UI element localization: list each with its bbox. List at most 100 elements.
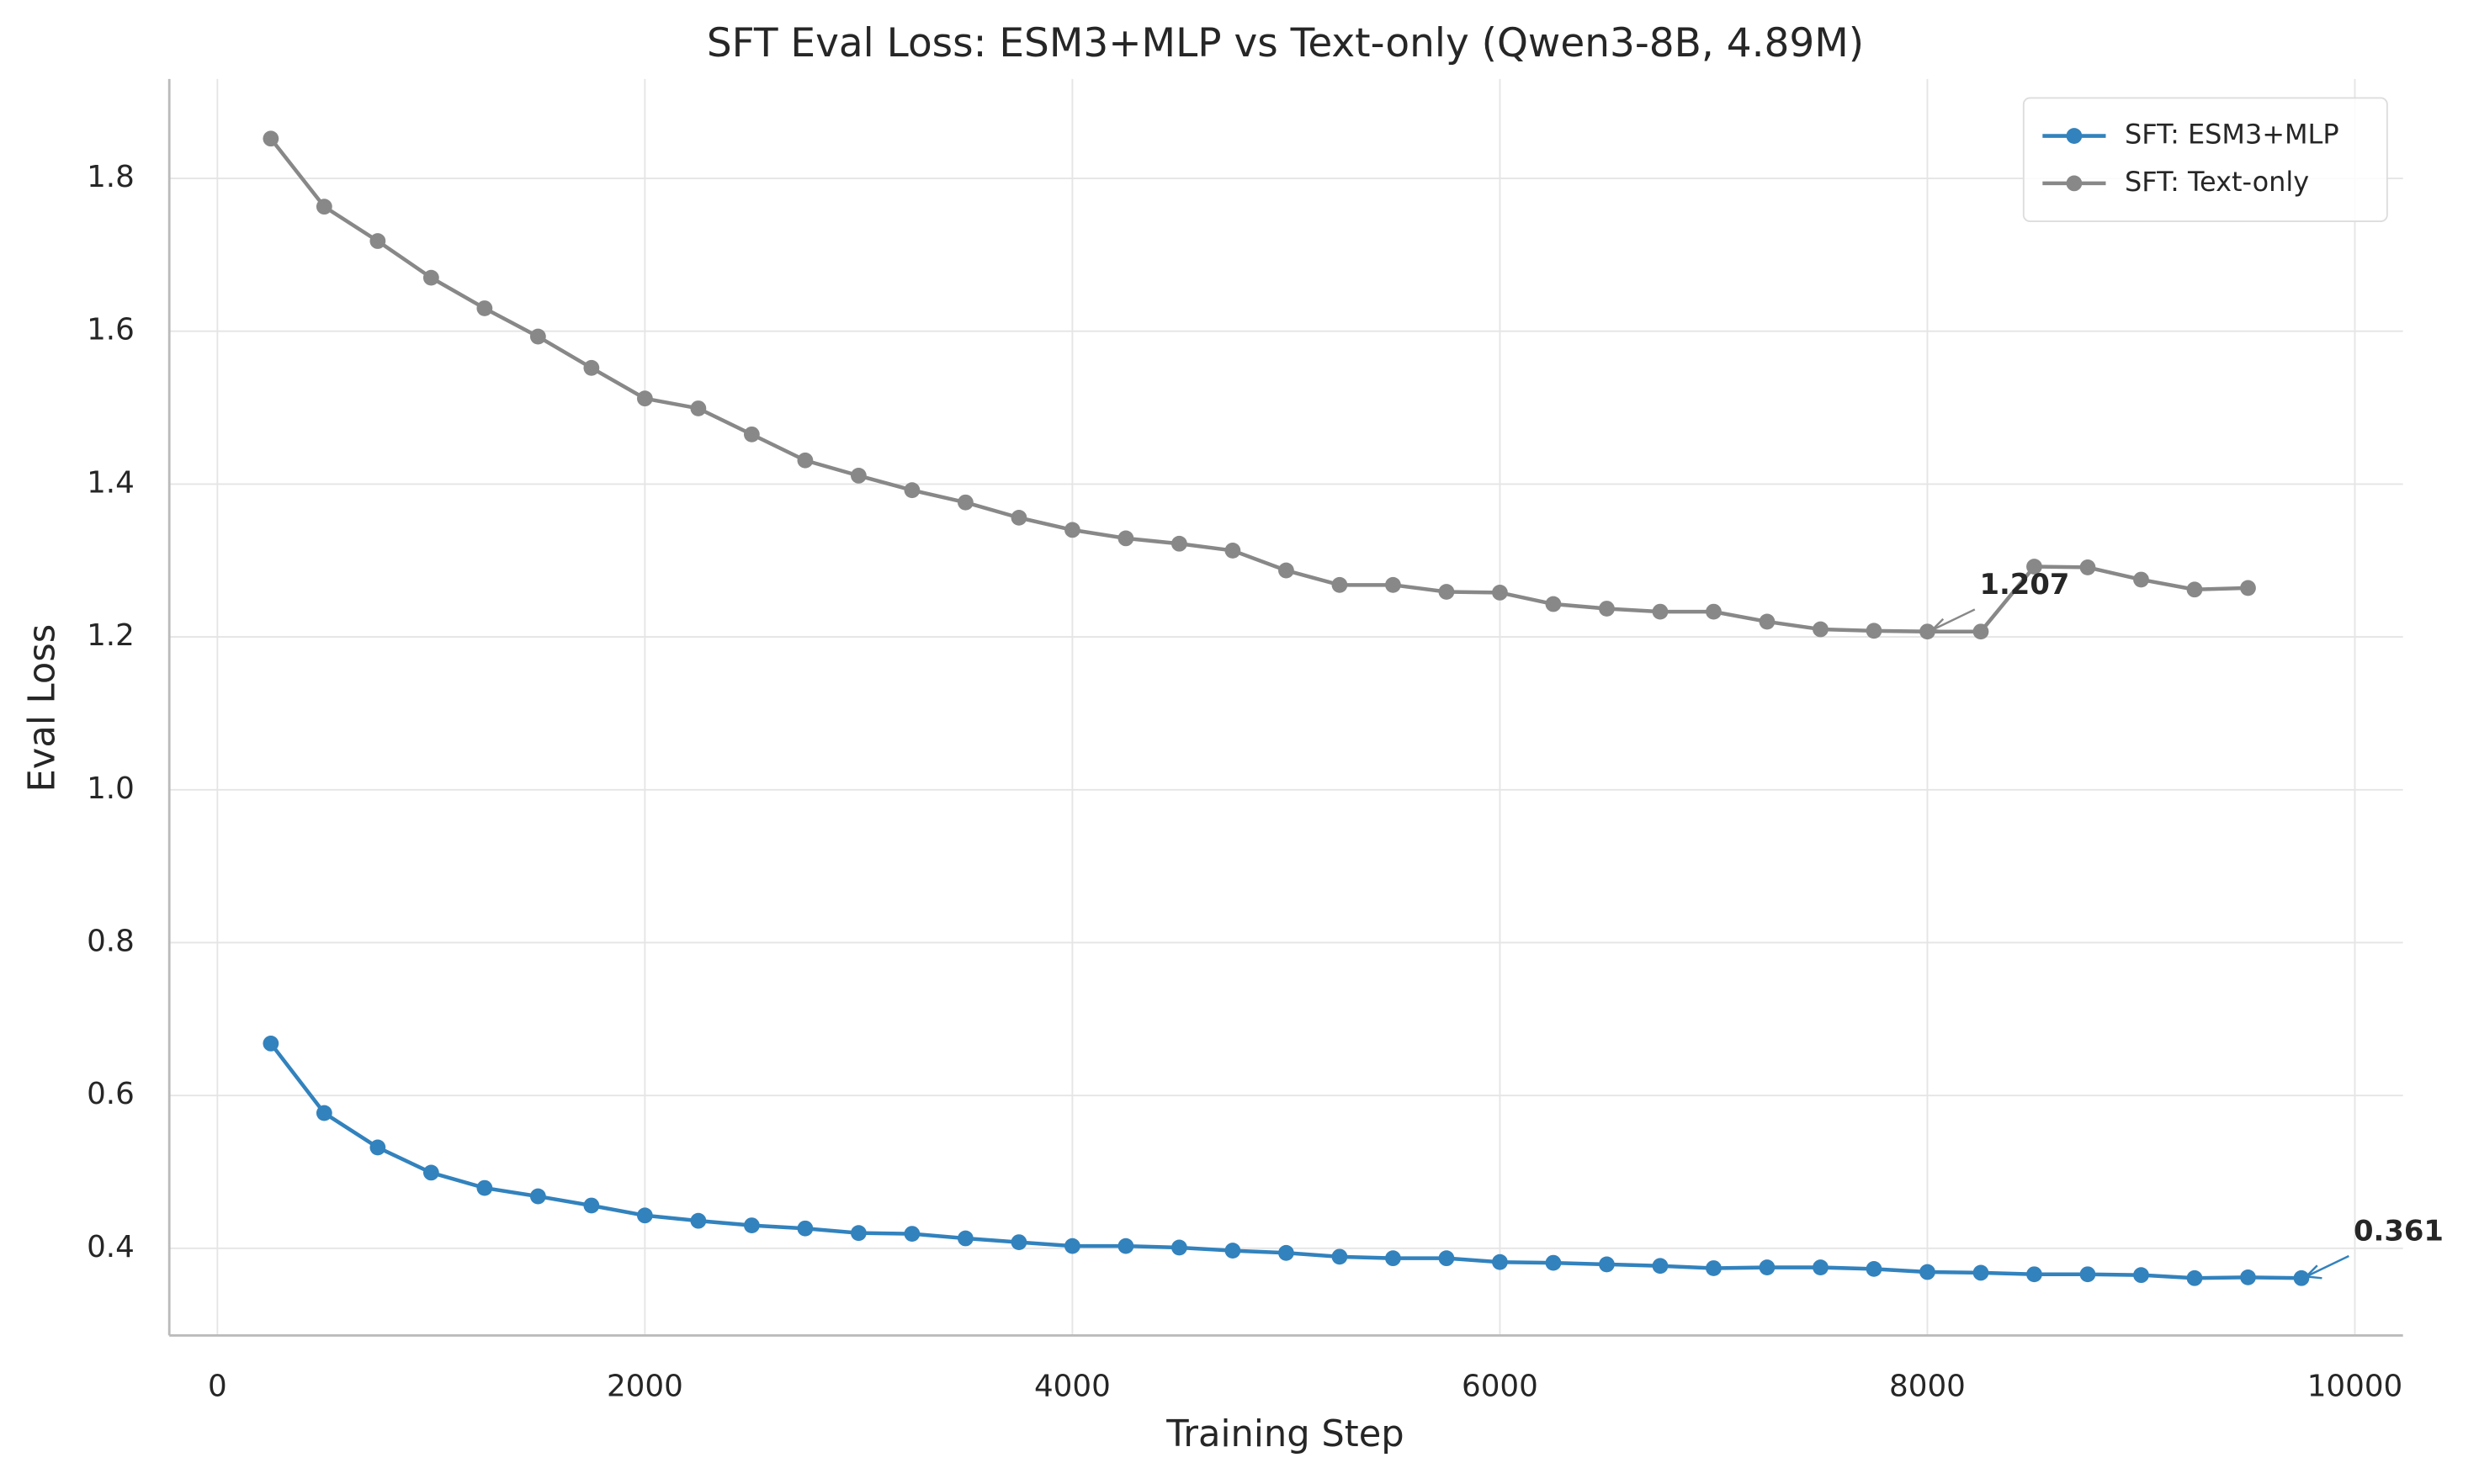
data-point [2079,1266,2096,1283]
x-tick-label: 8000 [1889,1369,1966,1403]
annotation-arrowhead [1931,617,1949,633]
data-point [1919,1264,1935,1280]
data-point [1117,530,1134,547]
data-point [422,269,439,286]
data-point [904,1226,921,1242]
data-point [316,1105,332,1121]
data-point [743,1217,760,1233]
data-point [1438,584,1455,600]
data-point [1331,1248,1348,1265]
y-tick-label: 0.4 [87,1230,135,1264]
x-tick-label: 2000 [607,1369,683,1403]
chart-title: SFT Eval Loss: ESM3+MLP vs Text-only (Qw… [707,20,1864,66]
data-point [2133,1267,2149,1284]
data-point [1385,1250,1401,1267]
data-point [1278,562,1294,579]
data-point [263,1035,279,1052]
data-point [1117,1238,1134,1254]
series-line [269,1042,2302,1280]
data-point [476,1179,493,1196]
data-point [690,1212,707,1229]
data-point [1331,576,1348,593]
x-axis-label: Training Step [1165,1413,1404,1455]
y-tick-label: 1.0 [87,771,135,806]
y-tick-label: 1.6 [87,313,135,347]
data-point [369,1139,386,1156]
data-point [958,1230,974,1247]
x-tick-label: 10000 [2307,1369,2403,1403]
y-tick-label: 1.2 [87,618,135,653]
data-point [529,1188,546,1205]
data-point [1385,576,1401,593]
data-point [2240,580,2256,596]
data-point [636,390,653,407]
data-point [743,426,760,443]
data-point [1652,603,1669,620]
data-point [369,233,386,249]
legend-label: SFT: Text-only [2125,166,2309,198]
data-point [1919,623,1935,640]
data-point [529,328,546,345]
legend-marker [2066,175,2083,192]
data-point [2240,1269,2256,1285]
data-point [1011,1234,1027,1250]
annotation: 1.207 [1979,568,2069,601]
data-point [1064,522,1080,538]
data-point [1492,1253,1508,1270]
data-point [636,1207,653,1224]
y-tick-label: 1.8 [87,160,135,194]
data-point [1759,1259,1776,1275]
data-point [1866,1260,1882,1277]
data-point [1171,535,1187,552]
data-point [2079,559,2096,575]
y-tick-label: 0.8 [87,924,135,958]
data-point [850,1225,867,1242]
data-point [690,400,707,416]
data-point [1545,1254,1562,1271]
data-point [1706,603,1722,620]
data-point [2293,1269,2310,1286]
data-point [958,494,974,511]
legend-box [2022,97,2388,222]
data-point [2026,1266,2042,1283]
data-point [2186,581,2203,598]
y-axis-label: Eval Loss [21,624,63,792]
data-point [850,468,867,484]
data-point [1492,585,1508,601]
data-point [1599,601,1615,617]
x-tick-label: 0 [208,1369,227,1403]
annotation-arrowhead [2305,1264,2322,1280]
y-tick-label: 1.4 [87,465,135,500]
data-point [1278,1244,1294,1261]
data-point [1813,621,1829,638]
y-tick-label: 0.6 [87,1077,135,1111]
legend: SFT: ESM3+MLP SFT: Text-only [2022,97,2388,222]
data-point [797,452,814,469]
data-point [2186,1269,2203,1286]
data-point [797,1220,814,1237]
legend-marker [2066,128,2083,144]
data-point [1064,1238,1080,1254]
data-point [263,130,279,147]
data-point [476,300,493,316]
data-point [316,199,332,215]
annotation: 0.361 [2354,1214,2444,1247]
series-line [269,137,2248,633]
x-tick-label: 4000 [1034,1369,1111,1403]
data-point [1599,1256,1615,1273]
data-point [422,1164,439,1181]
legend-label: SFT: ESM3+MLP [2125,119,2339,151]
data-point [1171,1239,1187,1256]
data-point [583,1197,600,1214]
data-point [583,359,600,376]
data-point [1866,623,1882,639]
data-point [1652,1258,1669,1275]
data-point [904,482,921,499]
data-point [1438,1250,1455,1267]
data-point [1759,613,1776,630]
data-point [1972,623,1989,640]
data-point [2133,571,2149,588]
data-point [1224,1243,1241,1259]
data-point [1545,596,1562,612]
